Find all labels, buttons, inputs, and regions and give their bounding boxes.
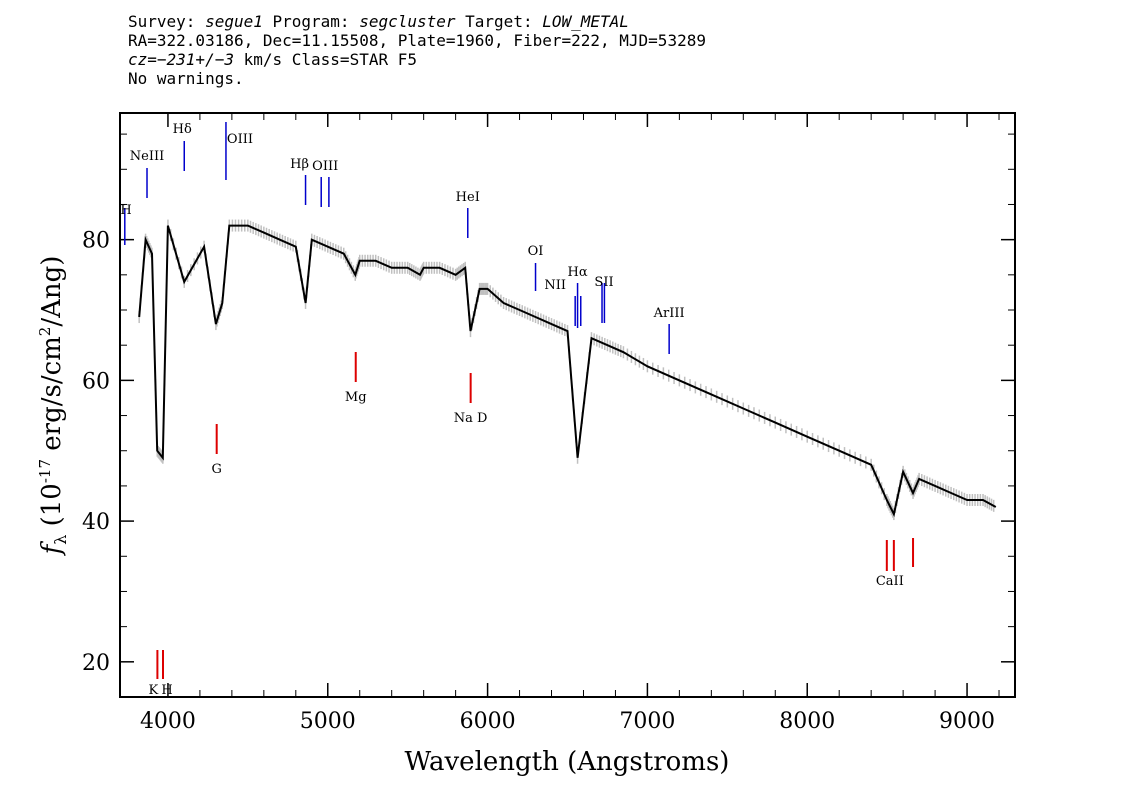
emission-line-label: SII (594, 275, 613, 290)
emission-line-label: Hβ (290, 157, 309, 172)
program-value: segcluster (359, 12, 456, 31)
absorption-line-label: CaII (876, 574, 904, 589)
spectrum-header: Survey: segue1 Program: segcluster Targe… (128, 12, 706, 88)
emission-line-label: Hδ (173, 122, 192, 137)
axis-ticks: 4000 5000 6000 7000 8000 9000 20 40 60 80 (82, 113, 1015, 734)
y-tick-label: 20 (82, 651, 110, 676)
y-axis-label: fλ (10-17 erg/s/cm2/Ang) (36, 256, 70, 557)
spectrum-line (138, 224, 997, 518)
x-tick-label: 4000 (140, 709, 196, 734)
program-label: Program: (262, 12, 360, 31)
class-text: km/s Class=STAR F5 (233, 50, 417, 69)
emission-line-label: Hα (568, 265, 588, 280)
x-tick-label: 9000 (939, 709, 995, 734)
error-band (138, 219, 995, 521)
emission-line-label: OI (528, 244, 544, 259)
y-tick-label: 40 (82, 510, 110, 535)
y-tick-label: 80 (82, 229, 110, 254)
emission-line-label: ArIII (653, 306, 685, 321)
x-tick-label: 7000 (619, 709, 675, 734)
survey-value: segue1 (205, 12, 263, 31)
emission-line-label: OIII (227, 132, 253, 147)
absorption-line-label: H (161, 683, 172, 698)
emission-line-label: OIII (312, 159, 338, 174)
x-tick-label: 6000 (460, 709, 516, 734)
emission-line-label: H (120, 203, 131, 218)
x-axis-label: Wavelength (Angstroms) (405, 747, 730, 777)
x-tick-label: 8000 (779, 709, 835, 734)
survey-label: Survey: (128, 12, 206, 31)
plot-frame (119, 112, 1016, 698)
header-line-coords: RA=322.03186, Dec=11.15508, Plate=1960, … (128, 31, 706, 50)
header-line-survey: Survey: segue1 Program: segcluster Targe… (128, 12, 706, 31)
absorption-line-label: K (149, 683, 159, 698)
header-line-warnings: No warnings. (128, 69, 244, 88)
cz-value: cz=−231+/−3 (128, 50, 234, 69)
header-line-redshift: cz=−231+/−3 km/s Class=STAR F5 (128, 50, 706, 69)
absorption-line-label: G (211, 462, 221, 477)
x-tick-label: 5000 (300, 709, 356, 734)
emission-line-label: NeIII (130, 149, 164, 164)
absorption-line-label: Na D (454, 411, 488, 426)
target-label: Target: (455, 12, 543, 31)
emission-line-label: HeI (456, 190, 480, 205)
target-value: LOW_METAL (542, 12, 629, 31)
absorption-line-label: Mg (345, 390, 367, 405)
emission-line-label: NII (544, 278, 566, 293)
y-tick-label: 60 (82, 369, 110, 394)
